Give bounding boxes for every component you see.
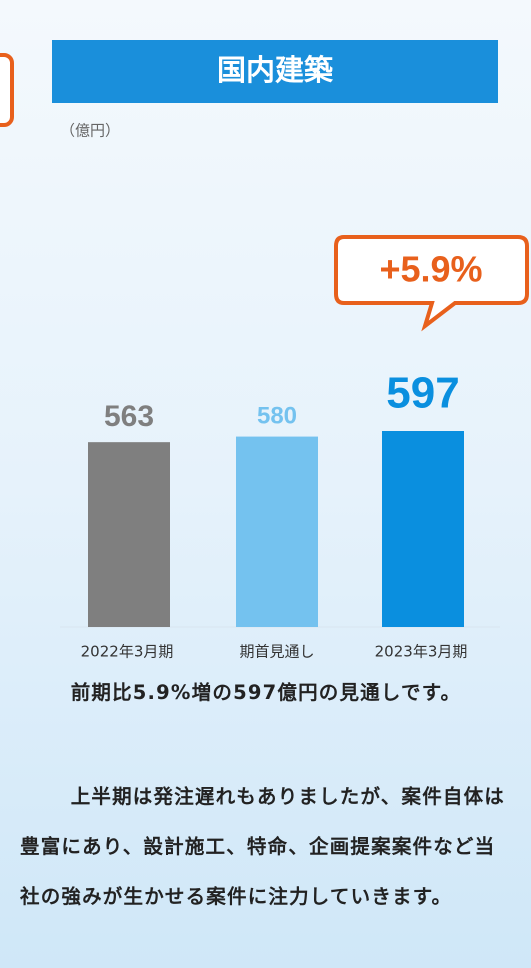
- bar: [88, 442, 170, 627]
- neighbor-callout: [0, 53, 14, 127]
- paragraph: 前期比5.9%増の597億円の見通しです。: [70, 681, 462, 704]
- bar: [382, 431, 464, 627]
- x-tick-label: 期首見通し: [239, 643, 314, 661]
- value-label: 597: [386, 368, 459, 417]
- callout: [334, 235, 529, 332]
- chart-title: 国内建築: [217, 53, 334, 87]
- paragraph: 上半期は発注遅れもありましたが、案件自体は豊富にあり、設計施工、特命、企画提案案…: [20, 785, 505, 908]
- value-label: 580: [257, 403, 297, 430]
- annotation: +5.9%: [379, 249, 482, 290]
- x-tick-label: 2022年3月期: [81, 643, 174, 661]
- unit-label: （億円）: [60, 122, 120, 140]
- bar: [236, 436, 318, 627]
- value-label: 563: [104, 400, 154, 433]
- title-box: [52, 40, 498, 103]
- x-tick-label: 2023年3月期: [375, 643, 468, 661]
- chart: 国内建築 （億円） +5.9% 2022年3月期 563 期首見通し 580 2023年…: [0, 40, 529, 661]
